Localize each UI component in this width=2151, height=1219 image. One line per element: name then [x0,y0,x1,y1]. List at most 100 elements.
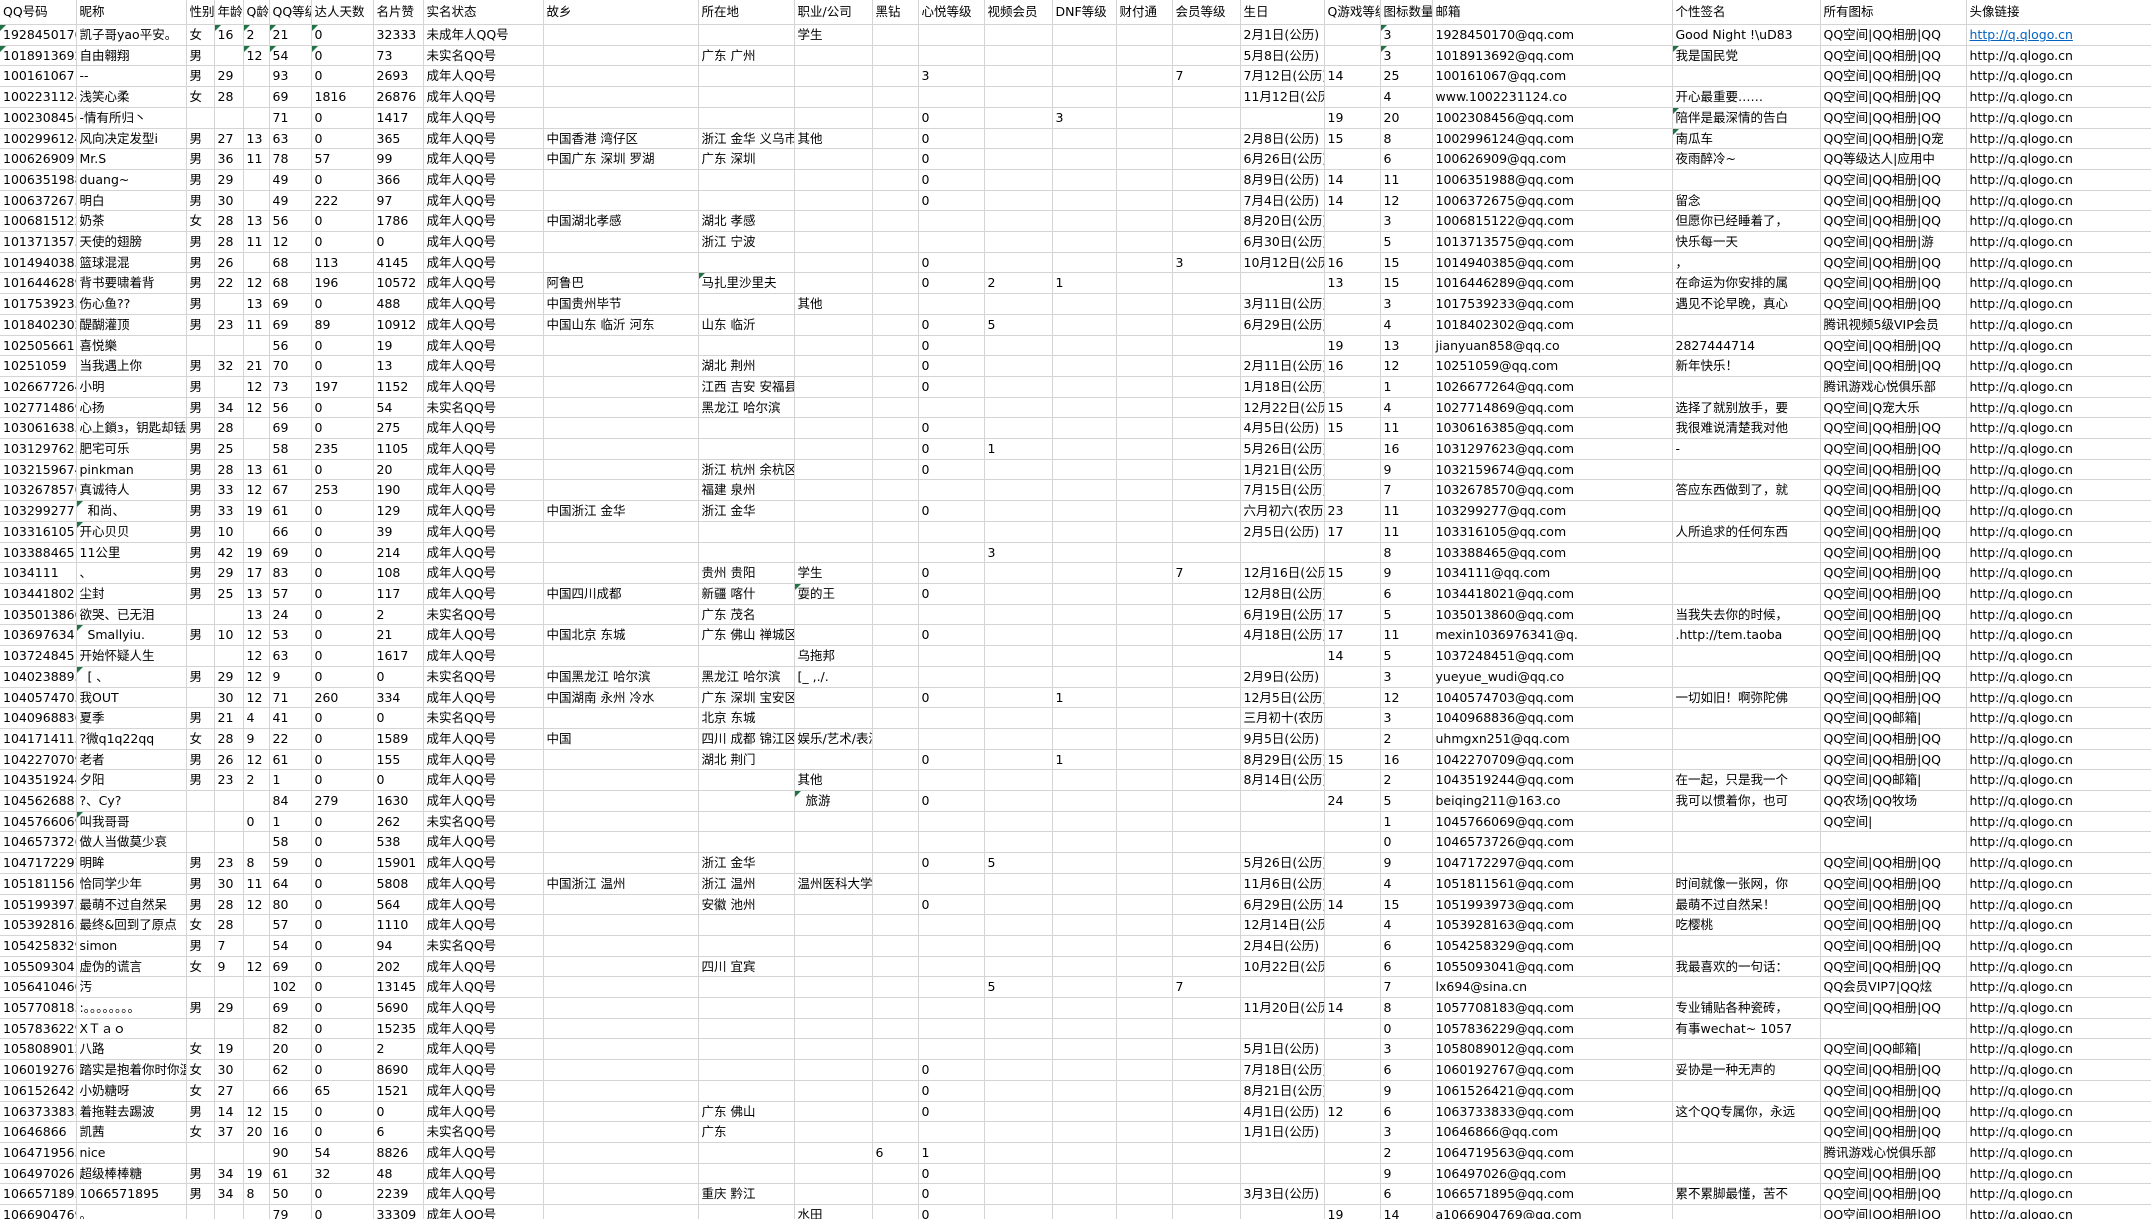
cell-location[interactable] [698,769,795,792]
cell-qgame-level[interactable] [1324,1163,1381,1185]
cell-qq[interactable]: 1032159674 [0,459,77,481]
cell-signature[interactable]: 最萌不过自然呆！ [1672,894,1821,916]
cell-avatar-link[interactable]: http://q.qlogo.cn [1966,500,2151,522]
column-header-card-likes[interactable]: 名片赞 [373,0,424,25]
cell-icon-count[interactable]: 16 [1380,749,1433,771]
cell-email[interactable]: 103299277@qq.com [1432,500,1673,522]
cell-signature[interactable] [1672,852,1821,874]
cell-qgame-level[interactable]: 15 [1324,417,1381,440]
cell-nickname[interactable]: 喜悦樂 [76,335,187,357]
cell-card-likes[interactable]: 15235 [373,1018,424,1040]
cell-vip-level[interactable] [1172,500,1241,522]
cell-dnf-level[interactable] [1052,935,1117,957]
cell-qq[interactable]: 100626909 [0,148,77,170]
column-header-all-icons[interactable]: 所有图标 [1820,0,1967,25]
cell-icon-count[interactable]: 15 [1380,252,1433,274]
cell-card-likes[interactable]: 488 [373,293,424,315]
cell-all-icons[interactable]: QQ空间|QQ相册|QQ [1820,24,1967,46]
cell-icon-count[interactable]: 2 [1380,728,1433,750]
cell-age[interactable] [214,1204,244,1219]
cell-black-diamond[interactable] [872,479,919,502]
cell-tenpay[interactable] [1116,873,1173,895]
cell-nickname[interactable]: 我OUT [76,687,187,709]
cell-job[interactable] [794,914,873,936]
cell-vip-level[interactable] [1172,914,1241,936]
cell-nickname[interactable]: 欲哭、已无泪 [76,604,187,626]
cell-video-vip[interactable] [984,604,1053,626]
cell-email[interactable]: 1061526421@qq.com [1432,1080,1673,1102]
cell-signature[interactable] [1672,169,1821,191]
cell-dnf-level[interactable] [1052,1038,1117,1061]
cell-card-likes[interactable]: 39 [373,521,424,543]
cell-gender[interactable]: 女 [186,1121,215,1143]
cell-nickname[interactable]: :。。。。。。。。 [76,997,187,1019]
cell-xinyue-level[interactable]: 0 [918,624,985,647]
cell-tenpay[interactable] [1116,645,1173,667]
cell-job[interactable] [794,417,873,440]
cell-birthday[interactable]: 三月初十(农历) [1240,707,1325,729]
cell-birthday[interactable]: 5月1日(公历) [1240,1038,1325,1061]
cell-xinyue-level[interactable] [918,914,985,936]
cell-black-diamond[interactable] [872,873,919,895]
cell-daren-days[interactable]: 235 [311,438,374,460]
cell-all-icons[interactable]: QQ空间|QQ相册|QQ [1820,169,1967,191]
cell-hometown[interactable] [543,852,699,874]
cell-qgame-level[interactable] [1324,1018,1381,1040]
cell-tenpay[interactable] [1116,1018,1173,1040]
cell-gender[interactable]: 男 [186,417,215,440]
cell-age[interactable]: 42 [214,542,244,564]
cell-dnf-level[interactable] [1052,624,1117,647]
cell-realname-status[interactable]: 成年人QQ号 [423,417,544,440]
cell-location[interactable]: 湖北 孝感 [698,210,795,233]
cell-qq[interactable]: 1045766069 [0,811,77,833]
cell-avatar-link[interactable]: http://q.qlogo.cn [1966,65,2151,88]
cell-video-vip[interactable]: 2 [984,272,1053,295]
cell-card-likes[interactable]: 108 [373,562,424,584]
cell-icon-count[interactable]: 4 [1380,873,1433,895]
column-header-age[interactable]: 年龄 [214,0,244,25]
cell-card-likes[interactable]: 48 [373,1163,424,1185]
cell-location[interactable] [698,417,795,440]
cell-icon-count[interactable]: 15 [1380,272,1433,295]
cell-all-icons[interactable]: QQ空间|QQ相册|QQ [1820,45,1967,67]
cell-avatar-link[interactable]: http://q.qlogo.cn [1966,873,2151,895]
cell-card-likes[interactable]: 5690 [373,997,424,1019]
cell-realname-status[interactable]: 成年人QQ号 [423,148,544,170]
cell-qlevel[interactable]: 49 [269,169,312,191]
cell-hometown[interactable] [543,1101,699,1123]
cell-dnf-level[interactable] [1052,583,1117,605]
cell-avatar-link[interactable]: http://q.qlogo.cn [1966,252,2151,274]
cell-card-likes[interactable]: 1417 [373,107,424,129]
cell-job[interactable] [794,956,873,978]
cell-black-diamond[interactable] [872,272,919,295]
cell-all-icons[interactable]: QQ空间|QQ相册|QQ [1820,873,1967,895]
cell-xinyue-level[interactable]: 0 [918,459,985,481]
cell-location[interactable]: 浙江 宁波 [698,231,795,253]
cell-daren-days[interactable]: 54 [311,1142,374,1164]
cell-gender[interactable]: 男 [186,459,215,481]
cell-daren-days[interactable]: 0 [311,210,374,233]
cell-email[interactable]: 1031297623@qq.com [1432,438,1673,460]
cell-job[interactable] [794,459,873,481]
cell-avatar-link[interactable]: http://q.qlogo.cn [1966,479,2151,502]
cell-realname-status[interactable]: 成年人QQ号 [423,128,544,150]
cell-dnf-level[interactable] [1052,438,1117,460]
cell-icon-count[interactable]: 2 [1380,1142,1433,1164]
cell-gender[interactable]: 男 [186,1101,215,1123]
cell-qq[interactable]: 1018402302 [0,314,77,336]
cell-dnf-level[interactable] [1052,769,1117,792]
cell-video-vip[interactable] [984,1183,1053,1206]
cell-qgame-level[interactable]: 14 [1324,894,1381,916]
cell-birthday[interactable]: 7月15日(公历) [1240,479,1325,502]
cell-xinyue-level[interactable]: 0 [918,749,985,771]
cell-age[interactable] [214,293,244,315]
cell-xinyue-level[interactable] [918,1038,985,1061]
cell-nickname[interactable]: -情有所归丶 [76,107,187,129]
cell-vip-level[interactable] [1172,1038,1241,1061]
cell-dnf-level[interactable] [1052,169,1117,191]
cell-location[interactable] [698,831,795,854]
cell-black-diamond[interactable] [872,65,919,88]
cell-signature[interactable]: .http://tem.taoba [1672,624,1821,647]
cell-location[interactable]: 广东 深圳 宝安区 [698,687,795,709]
cell-card-likes[interactable]: 32333 [373,24,424,46]
